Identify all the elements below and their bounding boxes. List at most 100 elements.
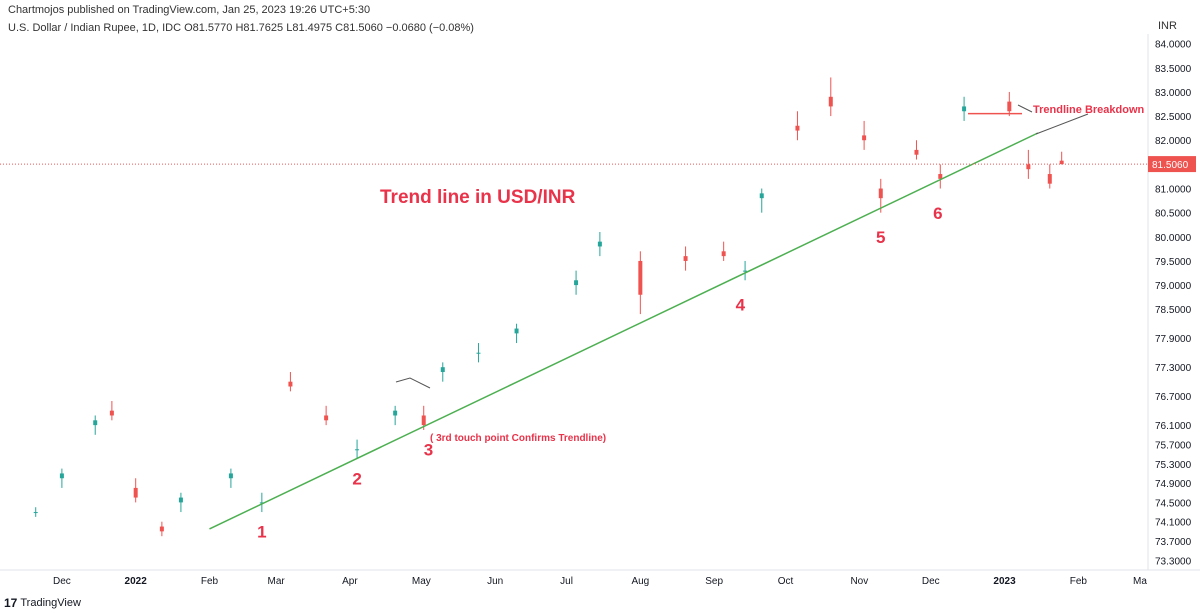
- candle-body: [228, 473, 233, 479]
- candle-body: [938, 174, 943, 179]
- candlestick-series: [33, 77, 1064, 537]
- candle-29: [938, 164, 943, 189]
- touch-point-label-4: 4: [736, 296, 746, 315]
- candle-body: [440, 367, 445, 373]
- candle-body: [1059, 160, 1064, 165]
- y-tick-label-7: 80.5000: [1155, 209, 1192, 220]
- candle-body: [178, 497, 183, 503]
- y-tick-label-18: 74.9000: [1155, 479, 1192, 490]
- x-tick-label-9: Sep: [705, 576, 723, 587]
- candle-1: [59, 468, 64, 488]
- candle-body: [159, 526, 164, 532]
- candle-body: [133, 487, 138, 498]
- candle-18: [597, 231, 602, 257]
- annotation-third-touch: ( 3rd touch point Confirms Trendline): [430, 433, 606, 444]
- x-tick-label-7: Jul: [560, 576, 573, 587]
- candle-body: [33, 512, 38, 514]
- symbol-ohlc-legend: U.S. Dollar / Indian Rupee, 1D, IDC O81.…: [8, 22, 474, 34]
- candle-33: [1047, 164, 1052, 189]
- time-axis[interactable]: Dec 2022 Feb Mar Apr May Jun Jul Aug Sep Oct Nov Dec…: [53, 576, 1147, 587]
- touch-point-label-5: 5: [876, 228, 885, 247]
- x-tick-label-13: 2023: [993, 576, 1016, 587]
- chart-title: Trend line in USD/INR: [380, 187, 576, 208]
- y-tick-label-11: 78.5000: [1155, 305, 1192, 316]
- y-tick-label-2: 83.0000: [1155, 88, 1192, 99]
- candle-12: [393, 405, 398, 426]
- candle-body: [597, 241, 602, 247]
- candle-5: [159, 521, 164, 537]
- y-tick-label-3: 82.5000: [1155, 112, 1192, 123]
- y-tick-label-10: 79.0000: [1155, 281, 1192, 292]
- candle-body: [421, 415, 426, 426]
- y-tick-label-16: 75.7000: [1155, 440, 1192, 451]
- candle-16: [514, 323, 519, 344]
- candle-11: [355, 439, 360, 459]
- candle-body: [355, 449, 360, 451]
- candle-26: [862, 120, 867, 150]
- candle-32: [1026, 149, 1031, 179]
- y-tick-label-6: 81.0000: [1155, 185, 1192, 196]
- candle-body: [259, 502, 264, 504]
- candle-27: [878, 178, 883, 213]
- pattern-triangle: [395, 377, 431, 389]
- tradingview-logo-icon: 17: [4, 596, 18, 610]
- x-tick-label-3: Mar: [268, 576, 286, 587]
- y-tick-label-21: 73.7000: [1155, 537, 1192, 548]
- breakdown-connector: [1017, 104, 1033, 113]
- candle-body: [721, 251, 726, 257]
- y-tick-label-4: 82.0000: [1155, 136, 1192, 147]
- x-tick-label-1: 2022: [125, 576, 148, 587]
- candle-21: [721, 241, 726, 261]
- candle-0: [33, 507, 38, 517]
- y-tick-label-0: 84.0000: [1155, 40, 1192, 51]
- candle-body: [59, 473, 64, 479]
- tradingview-brand: TradingView: [20, 597, 81, 609]
- touch-point-label-3: 3: [424, 441, 433, 460]
- x-tick-label-5: May: [412, 576, 431, 587]
- candle-14: [440, 362, 445, 382]
- candle-6: [178, 492, 183, 513]
- candle-7: [228, 468, 233, 488]
- candle-9: [288, 372, 293, 392]
- x-tick-label-10: Oct: [778, 576, 794, 587]
- x-tick-label-11: Nov: [850, 576, 868, 587]
- candle-body: [574, 280, 579, 286]
- price-axis[interactable]: 84.0000 83.5000 83.0000 82.5000 82.0000 81.50…: [1155, 40, 1192, 568]
- x-tick-label-15: Ma: [1133, 576, 1147, 587]
- annotation-layer: Trend line in USD/INR ( 3rd touch point C…: [380, 104, 1145, 444]
- y-tick-label-1: 83.5000: [1155, 64, 1192, 75]
- last-price-marker: 81.5060: [0, 156, 1196, 173]
- candle-body: [1047, 174, 1052, 184]
- trendline-layer: [209, 132, 1039, 530]
- candle-2: [93, 415, 98, 435]
- candle-body: [862, 135, 867, 141]
- candle-body: [759, 193, 764, 199]
- annotation-trendline-breakdown: Trendline Breakdown: [1033, 104, 1145, 116]
- candle-22: [743, 260, 748, 281]
- candle-31: [1007, 91, 1012, 117]
- candle-body: [288, 381, 293, 387]
- touch-point-labels: 1 2 3 4 5 6: [257, 204, 943, 542]
- y-tick-label-22: 73.3000: [1155, 556, 1192, 567]
- candle-body: [962, 106, 967, 112]
- candle-8: [259, 492, 264, 513]
- touch-point-label-1: 1: [257, 523, 266, 542]
- candle-15: [476, 343, 481, 363]
- y-tick-label-14: 76.7000: [1155, 392, 1192, 403]
- candle-4: [133, 478, 138, 503]
- candle-10: [324, 405, 329, 426]
- candle-20: [683, 246, 688, 271]
- candle-19: [638, 251, 643, 315]
- candle-body: [878, 188, 883, 199]
- candle-3: [109, 400, 114, 421]
- candle-body: [914, 149, 919, 155]
- y-tick-label-20: 74.1000: [1155, 518, 1192, 529]
- candle-28: [914, 140, 919, 160]
- y-tick-label-12: 77.9000: [1155, 334, 1192, 345]
- currency-label: INR: [1158, 20, 1177, 32]
- candle-body: [324, 415, 329, 421]
- candle-17: [574, 270, 579, 295]
- tradingview-logo[interactable]: 17 TradingView: [4, 596, 81, 610]
- candle-body: [743, 270, 748, 272]
